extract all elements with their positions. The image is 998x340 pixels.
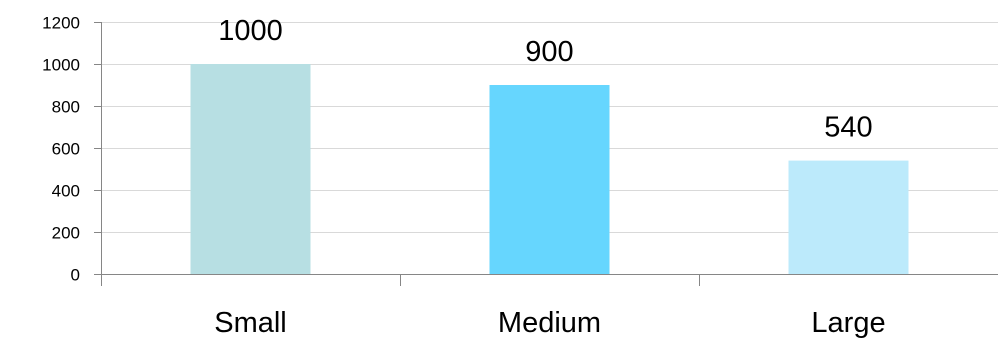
data-label-medium: 900	[525, 36, 573, 68]
y-tick-label: 0	[71, 266, 80, 285]
y-tick-label: 200	[52, 224, 80, 243]
x-tick-label-small: Small	[214, 307, 287, 339]
y-tick-label: 1200	[42, 14, 80, 33]
labels: 0 200 400 600 800 1000 1200 1000 Small 900 Medium 5…	[42, 14, 885, 340]
x-tick-label-large: Large	[811, 307, 885, 339]
bar-medium	[489, 85, 610, 274]
data-label-small: 1000	[218, 15, 283, 47]
y-tick-label: 800	[52, 98, 80, 117]
x-tick-label-medium: Medium	[498, 307, 601, 339]
y-tick-label: 1000	[42, 56, 80, 75]
bars	[190, 64, 909, 274]
y-tick-label: 600	[52, 140, 80, 159]
axes	[94, 22, 998, 286]
bar-small	[190, 64, 311, 274]
y-tick-label: 400	[52, 182, 80, 201]
data-label-large: 540	[824, 112, 872, 144]
bar-large	[788, 160, 909, 274]
